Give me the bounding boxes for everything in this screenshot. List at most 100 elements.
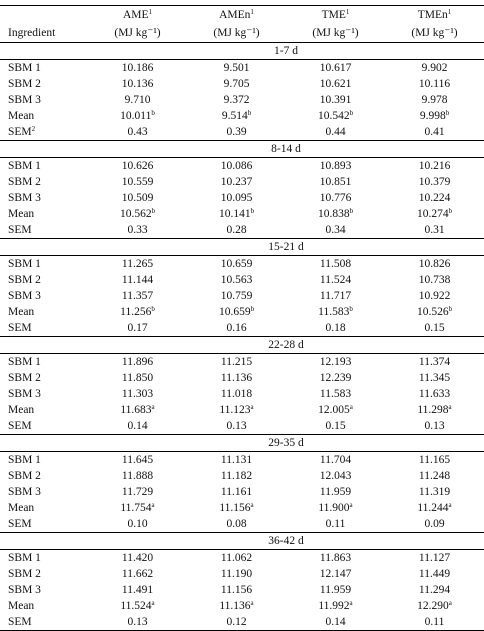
cell-value: 9.902	[421, 62, 448, 74]
column-unit: (MJ kg⁻¹)	[88, 24, 187, 43]
column-header: TMEn1	[385, 5, 484, 24]
data-row: SBM 2 11.850 11.136 12.239 11.345	[0, 370, 484, 386]
data-row: SBM 2 11.888 11.182 12.043 11.248	[0, 468, 484, 484]
cell-value: 0.13	[385, 418, 484, 435]
cell-value: 10.509	[121, 192, 154, 204]
cell-text: 11.156	[219, 502, 251, 514]
superscript: b	[349, 305, 353, 313]
data-row: SBM 1 11.420 11.062 11.863 11.127	[0, 550, 484, 567]
cell-value: 0.11	[385, 614, 484, 631]
cell-value: 10.563	[220, 274, 253, 286]
superscript: b	[151, 305, 155, 313]
cell-value: 11.182	[220, 470, 253, 482]
row-label: Mean	[8, 208, 35, 220]
cell-value: 0.14	[286, 614, 385, 631]
cell-value: 11.992a	[286, 598, 385, 614]
cell-value: 10.851	[319, 176, 352, 188]
cell-value: 0.13	[187, 418, 286, 435]
cell-value: 11.345	[418, 372, 451, 384]
column-header: AMEn1	[187, 5, 286, 24]
cell-value: 0.17	[88, 320, 187, 337]
row-label: SBM 1	[8, 160, 41, 172]
superscript: b	[151, 109, 155, 117]
cell-value: 10.379	[418, 176, 451, 188]
cell-text: 10.526	[416, 306, 449, 318]
superscript: b	[247, 109, 252, 117]
cell-value: 9.514b	[187, 108, 286, 124]
cell-value: 11.215	[220, 356, 253, 368]
cell-text: 11.754	[120, 502, 152, 514]
cell-value: 0.31	[385, 222, 484, 239]
footnote-mark: 1	[250, 8, 254, 16]
cell-value: 10.922	[418, 290, 451, 302]
cell-value: 11.244a	[385, 500, 484, 516]
superscript: a	[349, 501, 353, 509]
superscript: b	[250, 207, 255, 215]
column-label: AMEn	[219, 9, 251, 21]
cell-value: 12.043	[319, 470, 352, 482]
data-row: SBM 3 11.357 10.759 11.717 10.922	[0, 288, 484, 304]
cell-value: 11.303	[121, 388, 154, 400]
cell-value: 10.759	[220, 290, 253, 302]
cell-value: 10.626	[121, 160, 154, 172]
cell-value: 9.978	[421, 94, 448, 106]
column-unit: (MJ kg⁻¹)	[286, 24, 385, 43]
column-unit: (MJ kg⁻¹)	[385, 24, 484, 43]
data-row: SBM 3 11.729 11.161 11.959 11.319	[0, 484, 484, 500]
row-label: SBM 3	[8, 290, 41, 302]
superscript: b	[349, 207, 354, 215]
cell-value: 11.165	[418, 454, 451, 466]
cell-value: 10.559	[121, 176, 154, 188]
superscript: b	[445, 109, 450, 117]
cell-value: 11.524a	[88, 598, 187, 614]
row-label: SBM 1	[8, 552, 41, 564]
superscript: a	[349, 403, 353, 411]
period-row: 8-14 d	[0, 140, 484, 158]
period-row: 36-42 d	[0, 532, 484, 550]
cell-text: SEM	[8, 126, 32, 138]
row-label: SBM 2	[8, 176, 41, 188]
cell-value: 11.144	[121, 274, 154, 286]
row-label: SBM 3	[8, 192, 41, 204]
row-label: Mean	[8, 306, 35, 318]
cell-value: 11.136a	[187, 598, 286, 614]
superscript: a	[250, 403, 254, 411]
cell-value: 0.13	[88, 614, 187, 631]
cell-text: 9.514	[221, 110, 248, 122]
cell-value: 11.583	[319, 388, 352, 400]
cell-value: 10.659b	[187, 304, 286, 320]
period-label: 22-28 d	[88, 336, 484, 354]
data-row: SEM 0.17 0.16 0.18 0.15	[0, 320, 484, 337]
row-label: SBM 1	[8, 356, 41, 368]
cell-value: 0.12	[187, 614, 286, 631]
cell-value: 10.141b	[187, 206, 286, 222]
data-row: SEM 0.33 0.28 0.34 0.31	[0, 222, 484, 239]
cell-value: 11.863	[319, 552, 352, 564]
cell-value: 0.11	[286, 516, 385, 533]
data-row: SBM 2 10.136 9.705 10.621 10.116	[0, 76, 484, 92]
cell-text: 11.136	[219, 600, 251, 612]
row-label: SEM	[0, 418, 88, 435]
data-row: SBM 1 10.626 10.086 10.893 10.216	[0, 158, 484, 175]
row-label: SEM	[0, 222, 88, 239]
superscript: a	[448, 599, 452, 607]
superscript: a	[349, 599, 353, 607]
column-header: TME1	[286, 5, 385, 24]
data-row: SBM 2 11.662 11.190 12.147 11.449	[0, 566, 484, 582]
cell-value: 11.127	[418, 552, 451, 564]
cell-value: 9.705	[223, 78, 250, 90]
cell-value: 10.391	[319, 94, 352, 106]
superscript: b	[151, 207, 156, 215]
superscript: a	[151, 403, 155, 411]
row-label: SBM 2	[8, 372, 41, 384]
cell-value: 0.18	[286, 320, 385, 337]
row-label: SBM 3	[8, 584, 41, 596]
cell	[0, 434, 88, 452]
row-label: SBM 1	[8, 62, 41, 74]
cell-value: 10.237	[220, 176, 253, 188]
cell-value: 11.754a	[88, 500, 187, 516]
data-row: SEM 0.13 0.12 0.14 0.11	[0, 614, 484, 631]
cell-value: 11.156a	[187, 500, 286, 516]
cell-text: 12.005	[318, 404, 350, 416]
